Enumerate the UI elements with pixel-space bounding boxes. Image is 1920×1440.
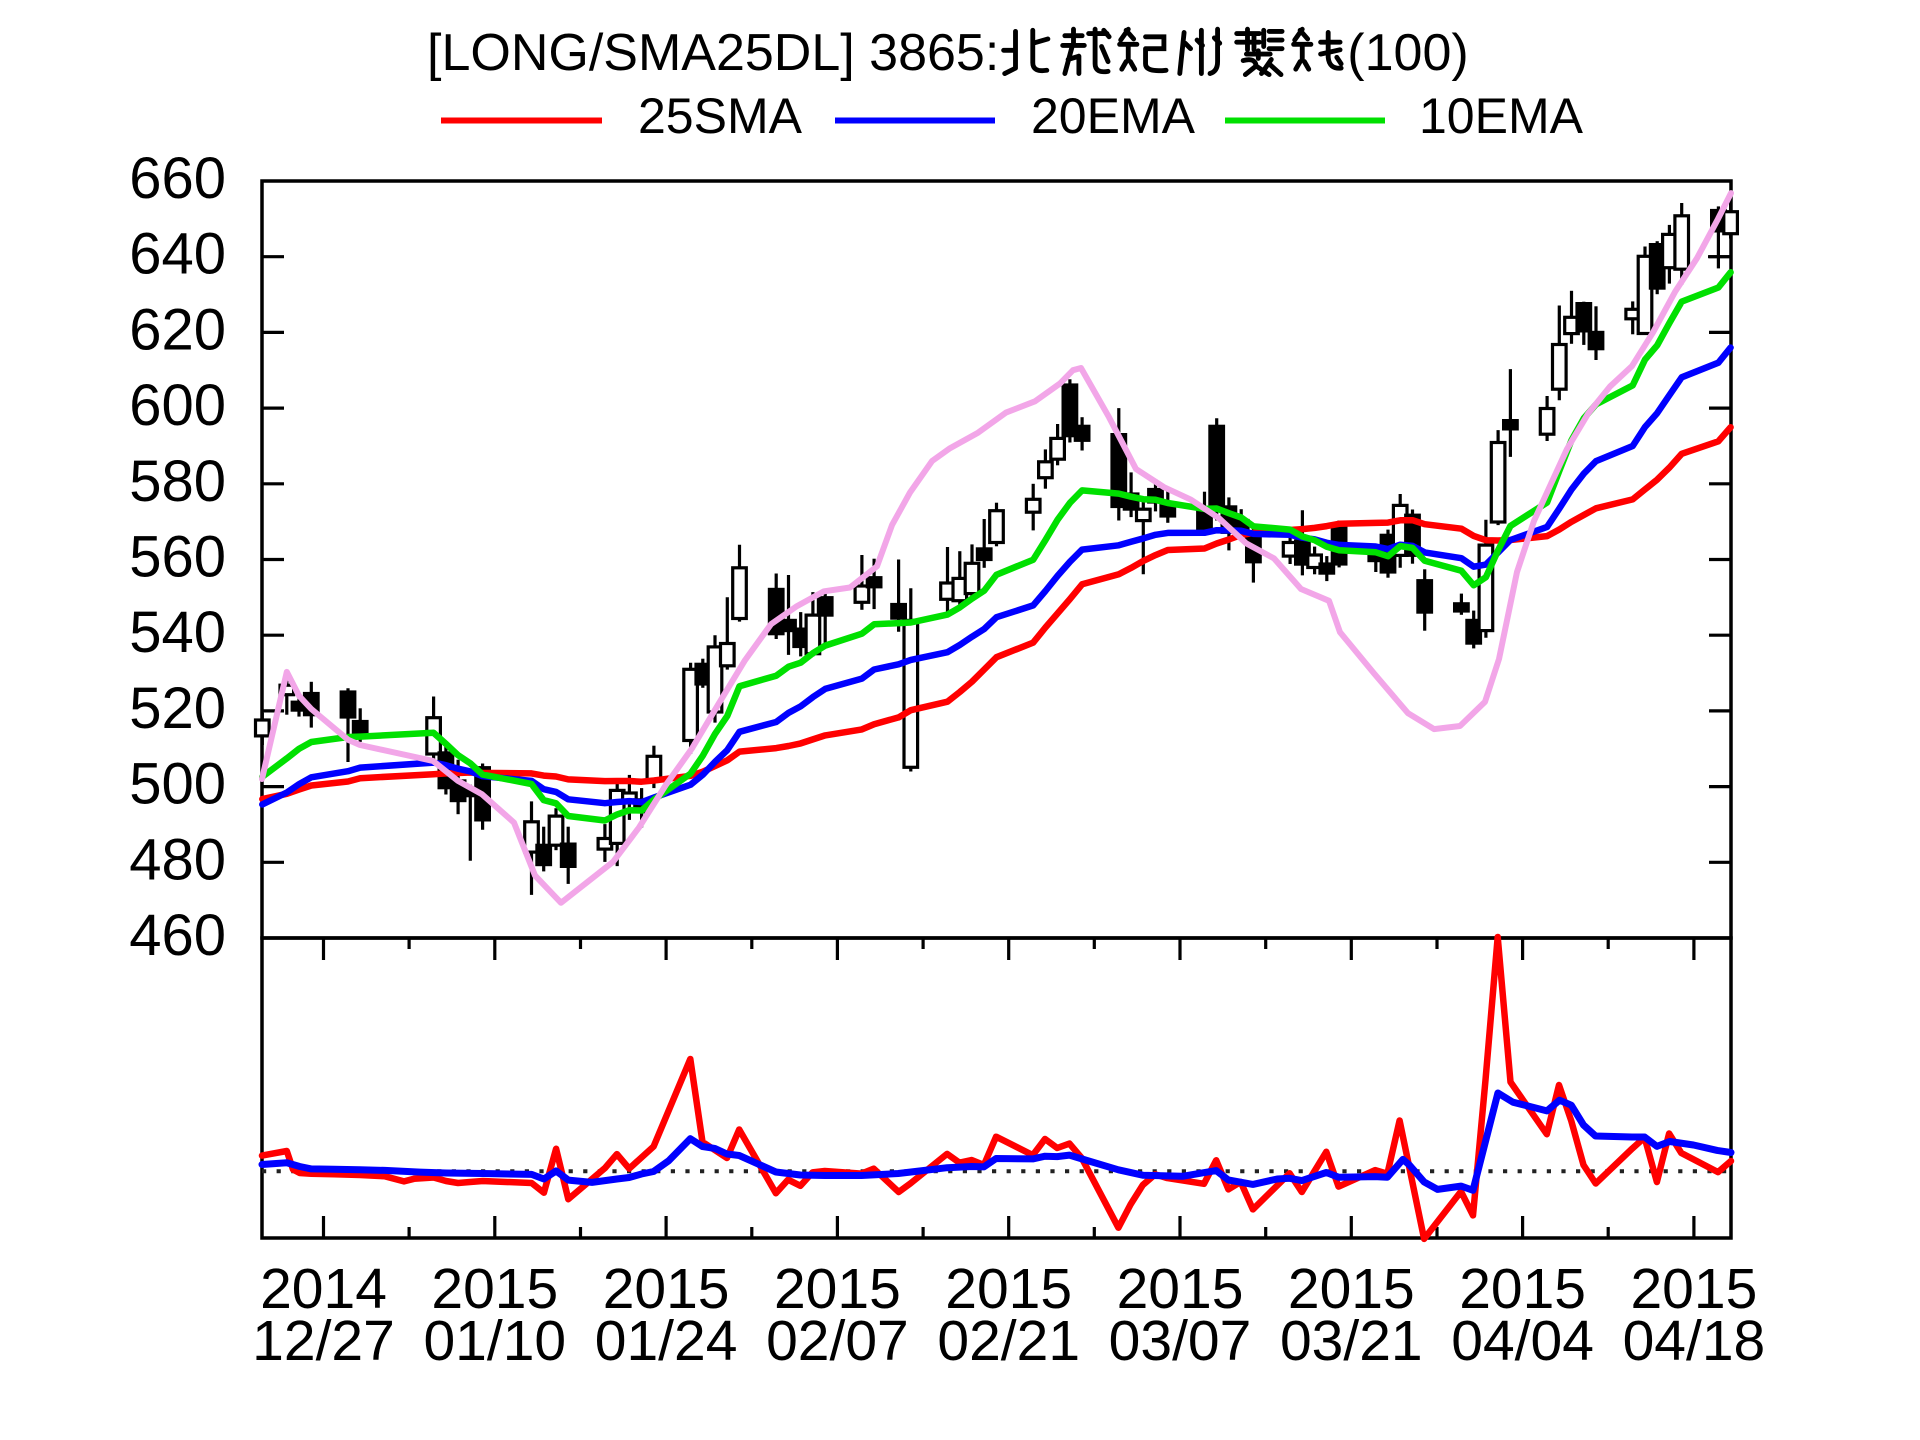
svg-text:03/07: 03/07 xyxy=(1109,1309,1252,1373)
svg-text:01/10: 01/10 xyxy=(423,1309,566,1373)
svg-text:01/24: 01/24 xyxy=(595,1309,738,1373)
svg-text:560: 560 xyxy=(129,525,226,590)
svg-text:03/21: 03/21 xyxy=(1280,1309,1423,1373)
svg-text:[LONG/SMA25DL] 3865:: [LONG/SMA25DL] 3865: xyxy=(427,24,999,82)
svg-text:2015: 2015 xyxy=(1630,1257,1757,1321)
svg-text:2015: 2015 xyxy=(774,1257,901,1321)
svg-text:2015: 2015 xyxy=(603,1257,730,1321)
svg-text:520: 520 xyxy=(129,676,226,741)
svg-text:12/27: 12/27 xyxy=(252,1309,395,1373)
svg-text:10EMA: 10EMA xyxy=(1419,88,1584,144)
svg-text:600: 600 xyxy=(129,373,226,438)
svg-text:2015: 2015 xyxy=(1117,1257,1244,1321)
svg-text:04/04: 04/04 xyxy=(1451,1309,1594,1373)
svg-text:640: 640 xyxy=(129,222,226,287)
svg-text:480: 480 xyxy=(129,827,226,892)
svg-text:04/18: 04/18 xyxy=(1623,1309,1766,1373)
svg-text:(100): (100) xyxy=(1347,24,1468,82)
svg-text:540: 540 xyxy=(129,600,226,665)
svg-text:2015: 2015 xyxy=(945,1257,1072,1321)
svg-text:660: 660 xyxy=(129,146,226,211)
svg-text:580: 580 xyxy=(129,449,226,514)
svg-text:2015: 2015 xyxy=(1288,1257,1415,1321)
svg-text:620: 620 xyxy=(129,297,226,362)
svg-text:2015: 2015 xyxy=(1459,1257,1586,1321)
svg-text:25SMA: 25SMA xyxy=(638,88,803,144)
svg-text:2015: 2015 xyxy=(431,1257,558,1321)
svg-text:20EMA: 20EMA xyxy=(1031,88,1196,144)
svg-text:500: 500 xyxy=(129,752,226,817)
svg-text:02/21: 02/21 xyxy=(937,1309,1080,1373)
svg-text:02/07: 02/07 xyxy=(766,1309,909,1373)
svg-text:460: 460 xyxy=(129,903,226,968)
svg-text:2014: 2014 xyxy=(260,1257,387,1321)
